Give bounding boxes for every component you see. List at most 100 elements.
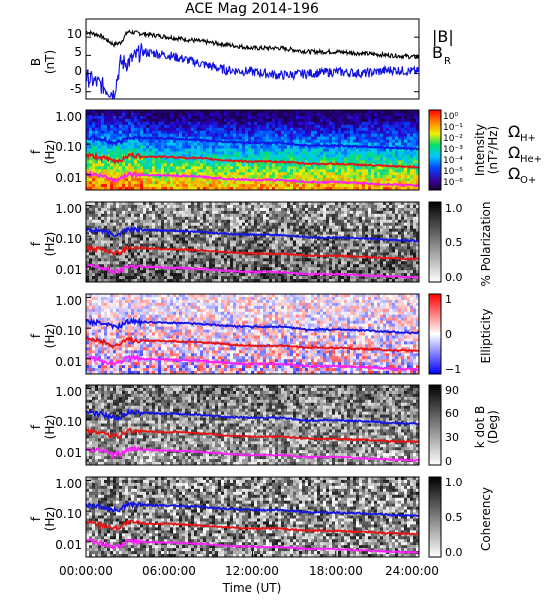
- intensity-cell: [200, 136, 204, 141]
- polarization-cell: [212, 246, 216, 250]
- polarization-cell: [128, 273, 132, 277]
- intensity-cell: [299, 127, 303, 132]
- intensity-cell: [179, 157, 183, 161]
- polarization-cell: [212, 234, 216, 238]
- intensity-cell: [158, 163, 162, 167]
- polarization-cell: [221, 240, 225, 244]
- polarization-cell: [140, 261, 144, 265]
- intensity-cell: [266, 184, 270, 188]
- intensity-cell: [362, 142, 366, 146]
- intensity-cell: [380, 166, 384, 170]
- intensity-cell: [227, 130, 231, 135]
- intensity-cb-tick-2: 10⁻²: [443, 134, 463, 144]
- intensity-cell: [197, 169, 201, 173]
- polarization-cell: [197, 279, 201, 283]
- polarization-cell: [143, 216, 147, 221]
- intensity-cell: [224, 145, 228, 149]
- intensity-cell: [200, 118, 204, 123]
- intensity-cell: [254, 130, 258, 135]
- intensity-cell: [332, 148, 336, 152]
- intensity-cell: [164, 169, 168, 173]
- intensity-cell: [284, 110, 288, 114]
- intensity-cell: [86, 133, 90, 138]
- intensity-cell: [179, 130, 183, 135]
- intensity-cell: [317, 118, 321, 123]
- intensity-cell: [317, 130, 321, 135]
- intensity-cell: [128, 184, 132, 188]
- intensity-cell: [137, 160, 141, 164]
- intensity-cell: [128, 145, 132, 149]
- polarization-cell: [230, 261, 234, 265]
- intensity-cell: [110, 142, 114, 146]
- intensity-cell: [305, 166, 309, 170]
- intensity-cell: [143, 172, 147, 176]
- intensity-cell: [299, 172, 303, 176]
- polarization-cell: [200, 213, 204, 218]
- intensity-cell: [305, 133, 309, 138]
- polarization-cell: [122, 279, 126, 283]
- intensity-cell: [248, 169, 252, 173]
- intensity-cell: [332, 160, 336, 164]
- intensity-cell: [290, 157, 294, 161]
- polarization-cell: [212, 207, 216, 212]
- intensity-cell: [107, 181, 111, 185]
- intensity-cell: [113, 157, 117, 161]
- intensity-cell: [125, 127, 129, 132]
- polarization-cell: [170, 237, 174, 241]
- intensity-cell: [254, 139, 258, 143]
- intensity-cell: [323, 130, 327, 135]
- intensity-cell: [242, 139, 246, 143]
- intensity-cell: [401, 175, 405, 179]
- intensity-cell: [296, 181, 300, 185]
- intensity-cell: [137, 175, 141, 179]
- polarization-cell: [254, 240, 258, 244]
- intensity-cell: [185, 115, 189, 120]
- intensity-cell: [176, 110, 180, 114]
- intensity-cell: [230, 110, 234, 114]
- intensity-cell: [215, 166, 219, 170]
- intensity-cell: [332, 166, 336, 170]
- polarization-cell: [200, 249, 204, 253]
- intensity-cell: [326, 142, 330, 146]
- intensity-cell: [227, 139, 231, 143]
- intensity-cell: [146, 124, 150, 129]
- intensity-cell: [242, 115, 246, 120]
- intensity-cell: [284, 115, 288, 120]
- intensity-cell: [290, 166, 294, 170]
- intensity-cell: [182, 110, 186, 114]
- intensity-cell: [341, 130, 345, 135]
- intensity-cell: [326, 157, 330, 161]
- polarization-cell: [149, 207, 153, 212]
- polarization-cell: [290, 237, 294, 241]
- intensity-cell: [248, 187, 252, 191]
- intensity-cell: [287, 172, 291, 176]
- intensity-cell: [212, 178, 216, 182]
- intensity-cell: [353, 166, 357, 170]
- polarization-cell: [179, 210, 183, 215]
- intensity-cell: [326, 136, 330, 141]
- intensity-cell: [335, 112, 339, 117]
- intensity-cell: [413, 142, 417, 146]
- polarization-cell: [209, 240, 213, 244]
- intensity-cell: [119, 115, 123, 120]
- intensity-cell: [239, 124, 243, 129]
- intensity-cell: [311, 184, 315, 188]
- intensity-cell: [293, 151, 297, 155]
- polarization-cell: [257, 246, 261, 250]
- intensity-cell: [290, 169, 294, 173]
- polarization-cell: [89, 202, 93, 206]
- intensity-cell: [230, 172, 234, 176]
- polarization-cell: [122, 207, 126, 212]
- polarization-cell: [242, 222, 246, 227]
- polarization-cell: [212, 216, 216, 221]
- polarization-cell: [263, 258, 267, 262]
- polarization-cell: [209, 273, 213, 277]
- intensity-cell: [278, 169, 282, 173]
- polarization-cell: [182, 264, 186, 268]
- intensity-cell: [269, 184, 273, 188]
- polarization-cell: [140, 231, 144, 235]
- intensity-cell: [371, 139, 375, 143]
- intensity-cell: [272, 175, 276, 179]
- intensity-cell: [155, 142, 159, 146]
- intensity-cell: [377, 172, 381, 176]
